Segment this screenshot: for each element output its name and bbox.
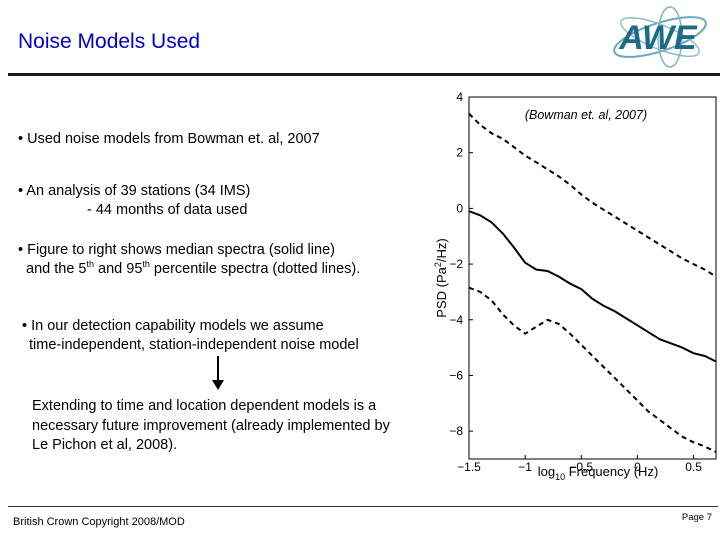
page-title: Noise Models Used [18,30,201,53]
x-tick-label: 0.5 [685,460,702,474]
bullet-station-analysis: • An analysis of 39 stations (34 IMS) - … [18,182,250,220]
xlabel-sub: 10 [555,472,565,482]
y-tick-label: −2 [449,257,463,271]
chart-x-axis-label: log10 Frequency (Hz) [538,464,659,482]
logo-text: AWE [618,19,698,57]
y-tick-label: −8 [449,424,463,438]
y-tick-label: 2 [456,146,463,160]
logo-orbit-1 [613,16,707,58]
figure-sup-a: th [86,259,94,270]
y-tick-label: −4 [449,313,463,327]
x-tick-label: −1 [518,460,532,474]
noise-spectra-chart: 4 2 0 −2 −4 −6 −8 −1.5 −1 −0.5 0 0.5 (Bowman et. a… [433,90,717,482]
x-tick-label: −1.5 [457,460,481,474]
extension-line1: Extending to time and location dependent… [32,398,377,414]
extension-line3: Le Pichon et al, 2008). [32,437,178,453]
figure-text-c: percentile spectra (dotted lines). [149,261,361,277]
ylabel-main: PSD (Pa [434,266,449,317]
chart-y-axis-label: PSD (Pa2/Hz) [433,238,449,317]
chart-title: (Bowman et. al, 2007) [525,108,647,122]
x-tick-label: −0.5 [569,460,593,474]
ylabel-sup: 2 [433,262,443,267]
bullet-station-line1: • An analysis of 39 stations (34 IMS) [18,183,251,199]
page-number: Page 7 [681,512,712,523]
y-tick-label: −6 [449,368,463,382]
y-tick-label: 4 [456,90,463,104]
footer-copyright: British Crown Copyright 2008/MOD [13,516,185,528]
xlabel-tail: Frequency (Hz) [565,464,658,479]
xlabel-log: log [538,464,555,479]
bullet-detection-line1: • In our detection capability models we … [22,318,324,334]
logo-orbit-3 [657,6,683,68]
extension-line2: necessary future improvement (already im… [32,417,390,434]
bullet-detection-line2: time-independent, station-independent no… [29,337,359,353]
x-tick-label: 0 [634,460,641,474]
bullet-noise-models: • Used noise models from Bowman et. al, … [18,131,320,147]
awe-logo: AWE [613,6,707,68]
figure-sup-b: th [142,259,150,270]
footer-rule [8,506,718,507]
series-95th-percentile [468,112,717,278]
figure-text-b: and 95 [94,261,143,277]
down-arrow-icon [212,356,224,390]
header-rule [8,73,720,76]
extension-note: Extending to time and location dependent… [32,397,390,456]
figure-text-a: and the 5 [26,261,87,277]
bullet-station-line2: - 44 months of data used [87,202,248,218]
bullet-figure-line2: and the 5th and 95th percentile spectra … [18,260,360,279]
bullet-figure-description: • Figure to right shows median spectra (… [18,241,360,279]
y-tick-label: 0 [456,201,463,215]
ylabel-tail: /Hz) [434,238,449,262]
bullet-figure-line1: • Figure to right shows median spectra (… [18,242,335,258]
bullet-detection-models: • In our detection capability models we … [22,317,359,355]
chart-plot-frame [468,96,717,460]
series-median [468,210,717,363]
series-5th-percentile [468,286,717,453]
logo-orbit-2 [620,16,700,58]
